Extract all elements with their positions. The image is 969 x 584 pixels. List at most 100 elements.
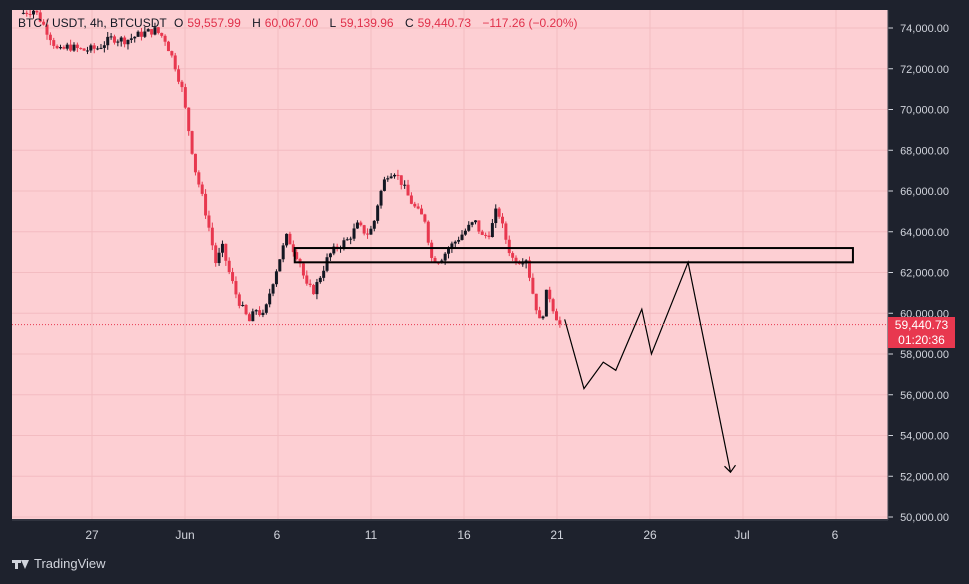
candle-body (420, 208, 424, 215)
candle-body (291, 244, 295, 253)
candle-body (372, 220, 376, 229)
candle-body (143, 31, 147, 37)
candle-body (554, 311, 558, 321)
candle-body (55, 45, 59, 49)
candle-body (511, 253, 515, 258)
footer-brand[interactable]: TradingView (12, 556, 106, 571)
candle-body (153, 27, 157, 35)
candles (21, 8, 562, 328)
candle-body (453, 241, 457, 244)
candle-body (75, 44, 79, 49)
candle-body (548, 289, 552, 300)
projection-path (564, 260, 732, 473)
candle-body (484, 234, 488, 236)
candle-body (133, 36, 137, 39)
candle-body (501, 216, 505, 224)
candle-body (136, 31, 140, 37)
candle-body (254, 310, 258, 312)
x-tick-label: 6 (832, 528, 839, 542)
candle-body (396, 174, 400, 176)
change-value: −117.26 (−0.20%) (482, 16, 578, 30)
candle-body (470, 222, 474, 225)
candle-body (217, 252, 221, 264)
candle-body (534, 293, 538, 311)
y-tick-label: 58,000.00 (900, 349, 949, 361)
candle-body (328, 253, 332, 258)
candle-body (527, 260, 531, 278)
candle-body (318, 277, 322, 283)
high-label: H 60,067.00 (252, 16, 319, 30)
chart-area[interactable] (12, 8, 888, 519)
y-axis: 74,000.00 72,000.00 70,000.00 68,000.00 66,0… (888, 23, 949, 524)
candle-body (538, 310, 542, 319)
candle-body (443, 253, 447, 261)
candle-body (362, 225, 366, 234)
low-value: 59,139.96 (340, 16, 394, 30)
candle-body (163, 35, 167, 42)
candle-body (457, 239, 461, 242)
ohlc-legend: BTC / USDT, 4h, BTCUSDT O 59,557.99 H 60,0… (18, 16, 582, 30)
candle-body (359, 222, 363, 226)
candle-body (173, 55, 177, 70)
candle-body (345, 239, 349, 241)
candle-body (487, 235, 491, 238)
candle-body (386, 178, 390, 180)
symbol-label: BTC / USDT, 4h, BTCUSDT (18, 16, 167, 30)
candle-body (379, 190, 383, 206)
candle-body (460, 234, 464, 240)
candle-body (72, 44, 76, 51)
candle-body (531, 277, 535, 294)
candle-body (423, 214, 427, 222)
candle-body (231, 272, 235, 282)
candle-body (409, 195, 413, 204)
candle-body (298, 259, 302, 264)
x-tick-label: 11 (365, 528, 378, 542)
candle-body (99, 47, 103, 49)
candle-body (200, 184, 204, 194)
candle-body (430, 242, 434, 258)
x-tick-label: Jun (175, 528, 194, 542)
candle-body (433, 257, 437, 263)
open-label: O 59,557.99 (174, 16, 241, 30)
candle-body (197, 172, 201, 185)
y-tick-label: 68,000.00 (900, 145, 949, 157)
candle-body (278, 259, 282, 272)
candle-body (25, 12, 29, 15)
candle-body (312, 284, 316, 295)
candle-body (507, 239, 511, 254)
candle-body (241, 304, 245, 306)
candle-body (474, 220, 478, 223)
candle-body (92, 45, 96, 49)
candle-body (558, 320, 562, 325)
x-tick-label: Jul (734, 528, 749, 542)
candle-body (210, 227, 214, 246)
candle-body (21, 12, 25, 14)
candle-body (541, 316, 545, 319)
candle-body (204, 193, 208, 216)
x-tick-label: 6 (274, 528, 281, 542)
brand-name: TradingView (34, 556, 106, 571)
candle-body (62, 47, 66, 49)
candlestick-chart[interactable] (12, 8, 888, 519)
candle-body (416, 206, 420, 209)
candle-body (220, 243, 224, 253)
y-tick-label: 52,000.00 (900, 471, 949, 483)
candle-body (79, 48, 83, 50)
candle-body (274, 271, 278, 285)
candle-body (406, 184, 410, 196)
candle-body (82, 48, 86, 51)
y-tick-label: 50,000.00 (900, 512, 949, 524)
candle-body (258, 310, 262, 316)
candle-body (295, 252, 299, 260)
candle-body (355, 222, 359, 229)
candle-body (89, 45, 93, 51)
candle-body (170, 51, 174, 56)
candle-body (234, 281, 238, 295)
candle-body (180, 81, 184, 88)
candle-body (207, 215, 211, 228)
candle-body (463, 230, 467, 235)
y-tick-label: 56,000.00 (900, 390, 949, 402)
y-tick-label: 66,000.00 (900, 186, 949, 198)
candle-body (544, 289, 548, 317)
candle-body (332, 246, 336, 254)
